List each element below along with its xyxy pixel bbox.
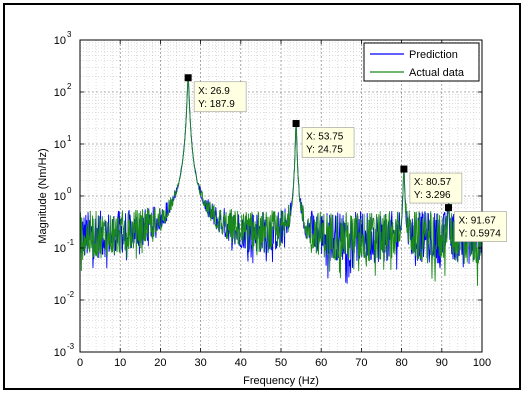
datatip-y-value: Y: 187.9: [198, 99, 235, 110]
datatip-marker: [445, 204, 453, 212]
x-tick-labels: 0 10 20 30 40 50 60 70 80 90 100: [77, 357, 491, 369]
datatips: X: 26.9 Y: 187.9 X: 53.75 Y: 24.75 X: 80.57 Y…: [184, 74, 507, 242]
y-tick-label-base: 10: [54, 191, 66, 203]
datatip-x-value: X: 91.67: [459, 216, 497, 227]
series-line-actual-data: [79, 78, 483, 286]
y-tick-label-exponent: -2: [67, 290, 75, 299]
series-layer: [79, 77, 483, 286]
y-tick-label-base: 10: [54, 35, 66, 47]
x-tick-label: 70: [355, 357, 367, 369]
x-tick-label: 30: [194, 357, 206, 369]
datatip-marker: [292, 120, 300, 128]
legend-label-prediction: Prediction: [409, 49, 458, 61]
y-tick-label-base: 10: [54, 243, 66, 255]
datatip-y-value: Y: 3.296: [414, 190, 451, 201]
y-tick-label-exponent: 0: [67, 186, 72, 195]
y-tick-label-base: 10: [54, 295, 66, 307]
x-tick-label: 0: [77, 357, 83, 369]
x-tick-label: 20: [154, 357, 166, 369]
x-tick-label: 40: [235, 357, 247, 369]
x-tick-label: 50: [275, 357, 287, 369]
y-tick-label-exponent: -1: [67, 238, 75, 247]
y-tick-label-base: 10: [54, 87, 66, 99]
axis-ticks: [79, 39, 483, 353]
datatip-box: [454, 211, 507, 242]
x-tick-label: 80: [395, 357, 407, 369]
datatip-y-value: Y: 0.5974: [459, 229, 502, 240]
legend-label-actual-data: Actual data: [409, 67, 465, 79]
datatip-x-value: X: 53.75: [306, 132, 344, 143]
datatip-y-value: Y: 24.75: [306, 145, 343, 156]
y-tick-label-base: 10: [54, 139, 66, 151]
datatip-x-value: X: 80.57: [414, 177, 452, 188]
datatip-x-value: X: 26.9: [198, 86, 230, 97]
y-tick-label-exponent: 2: [67, 82, 72, 91]
datatip-box: [409, 172, 463, 204]
x-axis-label: Frequency (Hz): [243, 375, 319, 387]
x-tick-label: 90: [436, 357, 448, 369]
datatip-marker: [184, 74, 192, 82]
x-tick-label: 100: [473, 357, 491, 369]
legend-box: [363, 42, 480, 82]
datatip-box: [193, 81, 247, 113]
datatip-marker: [400, 165, 408, 173]
y-tick-label-exponent: 3: [67, 30, 72, 39]
y-axis-label: Magnitude (Nm/Hz): [37, 148, 49, 243]
x-tick-label: 10: [114, 357, 126, 369]
x-tick-label: 60: [315, 357, 327, 369]
y-tick-label-base: 10: [54, 347, 66, 359]
legend[interactable]: Prediction Actual data: [363, 42, 480, 82]
y-tick-label-exponent: -3: [67, 342, 75, 351]
datatip-box: [301, 127, 355, 158]
y-tick-label-exponent: 1: [67, 134, 72, 143]
